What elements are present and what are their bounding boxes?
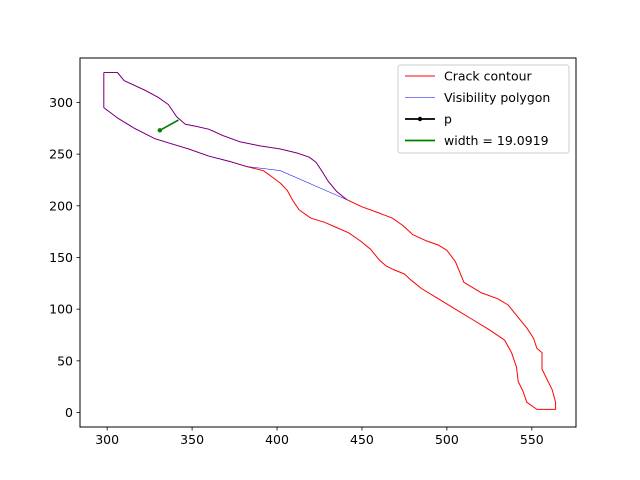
y-tick-label: 100 — [49, 302, 73, 317]
y-axis: 0 50 100 150 200 250 300 — [49, 95, 80, 420]
x-tick-label: 300 — [95, 432, 119, 447]
series-visibility-polygon — [103, 72, 348, 200]
legend-label: p — [444, 112, 452, 127]
legend-marker-p — [417, 116, 423, 122]
y-tick-label: 250 — [49, 147, 73, 162]
x-tick-label: 350 — [180, 432, 204, 447]
legend-box — [397, 64, 570, 154]
point-p-marker — [157, 128, 163, 133]
legend-label: Crack contour — [444, 69, 533, 84]
legend-label: width = 19.0919 — [444, 133, 549, 148]
y-tick-label: 150 — [49, 250, 73, 265]
y-tick-label: 200 — [49, 198, 73, 213]
series-width-line — [159, 119, 179, 132]
legend: Crack contour Visibility polygon p width = … — [397, 64, 570, 154]
x-tick-label: 400 — [265, 432, 289, 447]
x-tick-label: 500 — [435, 432, 459, 447]
legend-label: Visibility polygon — [444, 90, 550, 105]
x-tick-label: 550 — [520, 432, 544, 447]
x-tick-label: 450 — [350, 432, 374, 447]
series-layer — [103, 72, 557, 410]
x-axis: 300 350 400 450 500 550 — [95, 427, 544, 447]
y-tick-label: 0 — [65, 405, 73, 420]
y-tick-label: 50 — [57, 353, 73, 368]
y-tick-label: 300 — [49, 95, 73, 110]
axes-frame — [79, 57, 577, 428]
